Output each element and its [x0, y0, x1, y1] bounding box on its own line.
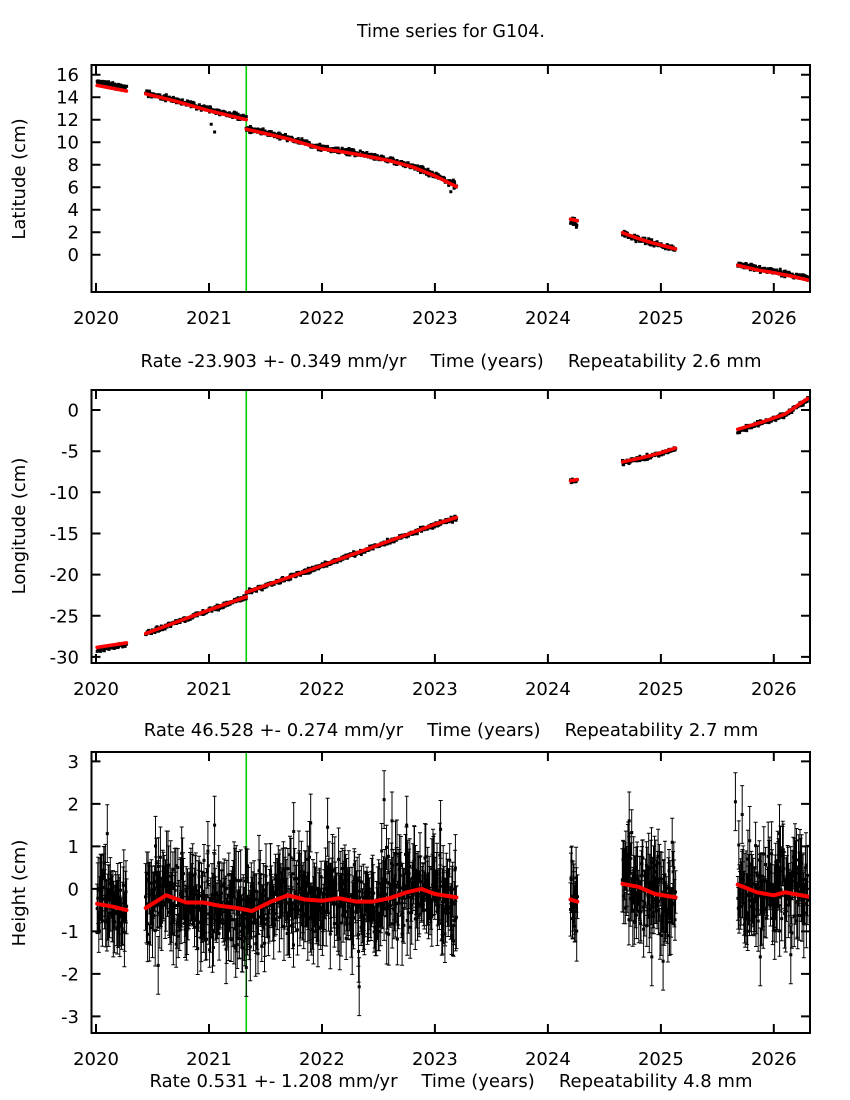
y-tick-label: 3: [68, 752, 79, 773]
y-tick-label: 0: [68, 879, 79, 900]
x-tick-label: 2023: [412, 679, 458, 700]
panel-height: 2020 2021 2022 2023 2024 2025 2026 3 2 1 0 -1 -2 -3: [61, 751, 811, 1070]
trend-line: [568, 897, 580, 904]
trend-line: [143, 886, 459, 913]
trend-line: [568, 477, 580, 483]
x-tick-label: 2025: [638, 1049, 684, 1070]
x-tick-label: 2023: [412, 308, 458, 329]
y-tick-label: 2: [68, 223, 79, 244]
y-tick-label: 0: [68, 245, 79, 266]
x-tick-label: 2021: [186, 1049, 232, 1070]
y-tick-label: -20: [50, 565, 79, 586]
longitude-rate-label: Rate 46.528 +- 0.274 mm/yr: [143, 720, 404, 741]
x-tick-label: 2026: [751, 679, 797, 700]
x-tick-label: 2022: [299, 1049, 345, 1070]
axis-ticks: [91, 65, 810, 292]
y-tick-label: 2: [68, 794, 79, 815]
trend-line: [95, 641, 129, 650]
y-tick-label: 16: [56, 65, 79, 86]
y-tick-label: 10: [56, 133, 79, 154]
x-tick-label: 2024: [525, 308, 571, 329]
panel-latitude: 2020 2021 2022 2023 2024 2025 2026 024681012141…: [56, 64, 811, 329]
latitude-repeatability-label: Repeatability 2.6 mm: [567, 351, 762, 372]
scatter-points: [95, 79, 810, 282]
height-rate-label: Rate 0.531 +- 1.208 mm/yr: [149, 1071, 398, 1092]
y-tick-label: -25: [50, 606, 79, 627]
latitude-footer: Rate -23.903 +- 0.349 mm/yr Time (years)…: [92, 351, 810, 372]
trend-line: [620, 230, 678, 251]
y-tick-label: 6: [68, 178, 79, 199]
plot-border: [90, 751, 811, 1034]
y-tick-label: -3: [61, 1007, 79, 1028]
trend-line: [620, 446, 678, 464]
y-axis-label-longitude: Longitude (cm): [9, 457, 30, 595]
x-tick-label: 2024: [525, 1049, 571, 1070]
x-tick-label: 2020: [73, 308, 119, 329]
plot-border: [90, 389, 811, 664]
y-tick-label: 1: [68, 837, 79, 858]
y-tick-label: 8: [68, 155, 79, 176]
time-axis-label: Time (years): [430, 351, 544, 372]
trend-line: [95, 83, 129, 93]
x-tick-label: 2021: [186, 679, 232, 700]
y-axis-label-height: Height (cm): [9, 839, 30, 947]
latitude-rate-label: Rate -23.903 +- 0.349 mm/yr: [140, 351, 407, 372]
scatter-points: [95, 396, 810, 653]
x-tick-label: 2023: [412, 1049, 458, 1070]
x-tick-label: 2021: [186, 308, 232, 329]
trend-line: [95, 901, 129, 913]
y-tick-label: -5: [61, 442, 79, 463]
y-axis-label-latitude: Latitude (cm): [9, 118, 30, 240]
x-tick-label: 2024: [525, 679, 571, 700]
longitude-repeatability-label: Repeatability 2.7 mm: [564, 720, 759, 741]
trend-line: [735, 263, 810, 282]
y-tick-label: -15: [50, 524, 79, 545]
trend-line: [568, 217, 580, 223]
y-tick-label: 0: [68, 400, 79, 421]
y-tick-label: 14: [56, 88, 79, 109]
longitude-footer: Rate 46.528 +- 0.274 mm/yr Time (years) …: [92, 720, 810, 741]
time-axis-label: Time (years): [427, 720, 541, 741]
plot-border: [90, 64, 811, 293]
panel-longitude: 2020 2021 2022 2023 2024 2025 2026 0 -5 -10 -15 -20…: [50, 389, 811, 700]
trend-line: [244, 127, 459, 189]
y-tick-label: 4: [68, 200, 79, 221]
x-tick-label: 2020: [73, 679, 119, 700]
height-footer: Rate 0.531 +- 1.208 mm/yr Time (years) R…: [92, 1071, 810, 1092]
y-tick-label: 12: [56, 110, 79, 131]
trend-line: [735, 396, 810, 432]
trend-line: [143, 595, 249, 636]
x-tick-label: 2026: [751, 1049, 797, 1070]
axis-ticks: [91, 752, 810, 1033]
axis-ticks: [91, 390, 810, 663]
x-tick-label: 2022: [299, 308, 345, 329]
trend-line: [735, 882, 810, 899]
y-tick-label: -30: [50, 647, 79, 668]
trend-line: [143, 92, 249, 122]
y-tick-label: -10: [50, 483, 79, 504]
x-tick-label: 2026: [751, 308, 797, 329]
trend-line: [244, 515, 459, 595]
height-repeatability-label: Repeatability 4.8 mm: [558, 1071, 753, 1092]
x-tick-label: 2025: [638, 679, 684, 700]
x-tick-label: 2020: [73, 1049, 119, 1070]
y-tick-label: -2: [61, 964, 79, 985]
chart-title: Time series for G104.: [357, 22, 545, 42]
x-tick-label: 2022: [299, 679, 345, 700]
x-tick-label: 2025: [638, 308, 684, 329]
y-tick-label: -1: [61, 922, 79, 943]
time-axis-label: Time (years): [421, 1071, 535, 1092]
trend-line: [620, 881, 678, 900]
error-bars: [95, 770, 810, 1017]
